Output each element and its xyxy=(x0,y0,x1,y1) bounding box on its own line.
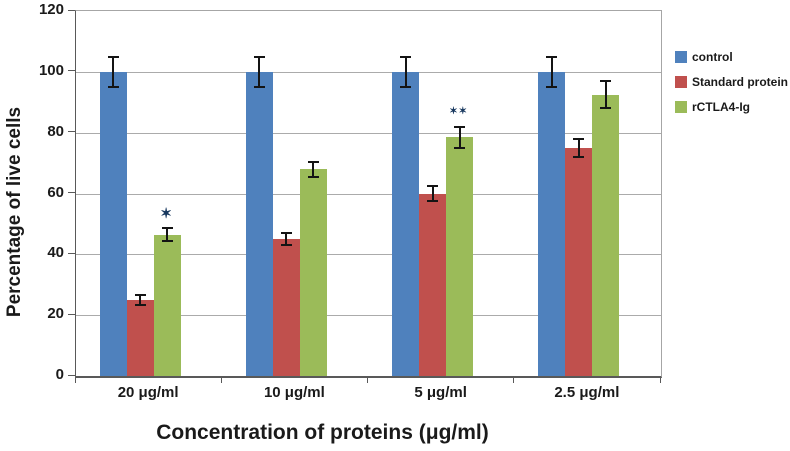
error-bar-cap xyxy=(573,156,585,158)
error-bar-cap xyxy=(400,55,412,58)
bar xyxy=(419,193,447,376)
error-bar xyxy=(258,56,261,88)
legend-label: Standard protein xyxy=(692,75,789,89)
legend-label: control xyxy=(692,50,733,64)
bar xyxy=(538,71,566,376)
error-bar xyxy=(166,228,169,241)
legend-swatch xyxy=(675,76,687,88)
error-bar-cap xyxy=(427,200,439,203)
x-axis-title: Concentration of proteins (μg/ml) xyxy=(156,421,489,444)
error-bar-cap xyxy=(107,86,119,89)
error-bar-cap xyxy=(161,227,173,230)
bar xyxy=(245,71,273,376)
significance-annotation: ✶✶ xyxy=(449,105,468,117)
y-tick-label: 20 xyxy=(47,305,64,323)
error-bar-cap xyxy=(573,137,585,140)
error-bar-cap xyxy=(454,125,466,128)
x-tick-mark xyxy=(659,377,661,383)
y-tick-mark xyxy=(68,70,75,72)
error-bar xyxy=(139,295,142,305)
bar xyxy=(592,94,620,376)
error-bar xyxy=(112,56,115,88)
bar xyxy=(153,234,181,376)
error-bar-cap xyxy=(427,184,439,187)
error-bar-cap xyxy=(134,294,146,297)
bar xyxy=(392,71,420,376)
error-bar-cap xyxy=(546,86,558,89)
legend-item: control xyxy=(675,50,788,64)
x-tick-label: 2.5 μg/ml xyxy=(554,384,620,401)
legend-swatch xyxy=(675,51,687,63)
y-tick-mark xyxy=(68,313,75,315)
y-tick-label: 120 xyxy=(38,1,64,18)
error-bar xyxy=(604,80,607,109)
y-tick-label: 40 xyxy=(47,244,64,262)
plot-area xyxy=(75,10,662,378)
error-bar-cap xyxy=(600,107,612,110)
error-bar-cap xyxy=(546,55,558,58)
error-bar-cap xyxy=(107,55,119,58)
legend-swatch xyxy=(675,101,687,113)
gridline xyxy=(76,71,661,73)
y-tick-label: 60 xyxy=(47,183,64,201)
bar xyxy=(126,299,154,376)
y-tick-label: 100 xyxy=(38,61,64,79)
error-bar-cap xyxy=(400,86,412,89)
legend-item: Standard protein xyxy=(675,75,788,89)
error-bar-cap xyxy=(161,239,173,242)
x-tick-label: 10 μg/ml xyxy=(263,384,325,401)
y-tick-mark xyxy=(68,252,75,254)
y-tick-label: 80 xyxy=(47,122,64,140)
bar xyxy=(99,71,127,376)
error-bar-cap xyxy=(454,146,466,149)
y-tick-label: 0 xyxy=(55,366,64,383)
x-tick-mark xyxy=(367,377,368,383)
legend: control Standard protein rCTLA4-Ig xyxy=(675,50,788,125)
error-bar-cap xyxy=(280,244,292,247)
error-bar-cap xyxy=(600,79,612,82)
error-bar-cap xyxy=(280,232,292,235)
error-bar xyxy=(404,56,407,88)
x-tick-mark xyxy=(513,377,515,383)
bar xyxy=(565,147,593,376)
error-bar xyxy=(458,126,461,148)
x-tick-label: 20 μg/ml xyxy=(117,384,179,401)
error-bar xyxy=(550,56,553,88)
gridline xyxy=(76,254,661,256)
error-bar xyxy=(577,138,580,157)
x-tick-label: 5 μg/ml xyxy=(414,384,467,401)
x-tick-mark xyxy=(74,377,76,383)
gridline xyxy=(76,315,661,317)
error-bar-cap xyxy=(253,55,265,58)
error-bar xyxy=(312,161,315,177)
error-bar xyxy=(431,185,434,202)
bar xyxy=(446,137,474,376)
bar xyxy=(299,169,327,376)
bar xyxy=(272,239,300,376)
y-tick-mark xyxy=(68,9,75,11)
error-bar-cap xyxy=(307,175,319,178)
error-bar-cap xyxy=(134,303,146,306)
legend-label: rCTLA4-Ig xyxy=(692,100,750,114)
significance-annotation: ✶ xyxy=(160,205,172,222)
y-tick-mark xyxy=(68,131,75,133)
gridline xyxy=(76,132,661,134)
error-bar xyxy=(285,233,288,246)
error-bar-cap xyxy=(307,160,319,163)
x-tick-mark xyxy=(220,377,222,383)
error-bar-cap xyxy=(253,86,265,89)
gridline xyxy=(76,193,661,195)
legend-item: rCTLA4-Ig xyxy=(675,100,788,114)
y-tick-mark xyxy=(68,192,75,193)
y-tick-mark xyxy=(68,374,75,376)
